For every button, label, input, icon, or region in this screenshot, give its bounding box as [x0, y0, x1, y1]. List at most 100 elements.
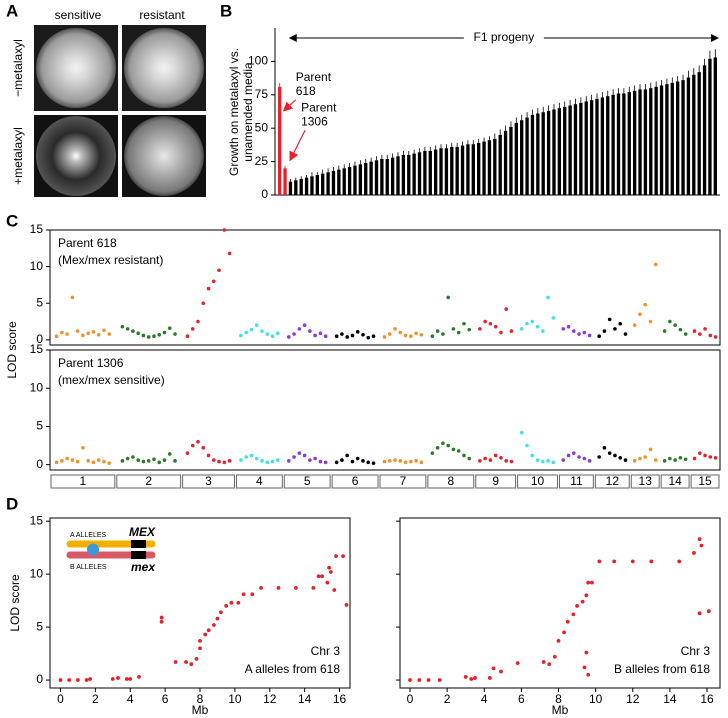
- bar: [541, 112, 545, 195]
- bar: [407, 154, 411, 195]
- column-label: sensitive: [55, 8, 102, 22]
- y-axis-title: LOD score: [8, 574, 22, 632]
- bar: [579, 102, 583, 195]
- x-tick-label: 16: [700, 692, 714, 706]
- x-tick-label: 4: [481, 692, 488, 706]
- point: [325, 580, 330, 585]
- point: [678, 455, 683, 460]
- point: [504, 307, 508, 311]
- point: [577, 332, 581, 336]
- point: [81, 446, 85, 450]
- point: [673, 458, 677, 462]
- point: [86, 331, 90, 336]
- point: [185, 334, 190, 339]
- point: [648, 447, 653, 452]
- bar: [358, 164, 363, 195]
- chromosome-label: 12: [606, 474, 620, 488]
- point: [224, 604, 229, 608]
- point: [173, 660, 178, 664]
- point: [276, 586, 281, 590]
- bar: [692, 74, 696, 195]
- point: [612, 559, 617, 564]
- point: [70, 295, 75, 300]
- point: [334, 554, 338, 559]
- point: [590, 580, 594, 585]
- y-axis-title: unamended media: [241, 62, 255, 162]
- bar: [525, 117, 529, 195]
- point: [582, 665, 587, 670]
- chromosome-box: [427, 474, 475, 489]
- point: [551, 316, 556, 320]
- chromosome-box: [594, 474, 630, 489]
- bar: [520, 120, 524, 195]
- point: [597, 559, 602, 564]
- point: [167, 452, 172, 456]
- bar: [487, 140, 492, 195]
- point: [152, 334, 156, 339]
- point: [571, 451, 576, 455]
- bar: [675, 81, 680, 195]
- point: [662, 329, 667, 333]
- point: [446, 295, 450, 300]
- bar: [412, 153, 416, 195]
- x-tick-label: 10: [589, 692, 603, 706]
- point: [265, 460, 270, 465]
- point: [382, 335, 387, 339]
- point: [587, 333, 592, 338]
- parent-label: Parent: [296, 70, 332, 84]
- point: [361, 332, 365, 337]
- bar: [498, 134, 502, 195]
- point: [478, 327, 482, 331]
- annotation: Parent 1306: [58, 356, 124, 370]
- point: [86, 459, 90, 463]
- point: [499, 330, 503, 335]
- point: [387, 459, 392, 463]
- point: [107, 332, 112, 336]
- point: [110, 677, 115, 681]
- point: [167, 326, 172, 330]
- bar: [423, 150, 427, 195]
- point: [302, 323, 307, 328]
- bar: [659, 85, 664, 195]
- point: [703, 453, 707, 458]
- point: [65, 332, 69, 336]
- point: [173, 459, 177, 463]
- bar: [611, 94, 615, 195]
- point: [141, 459, 146, 464]
- gene-block: [131, 540, 146, 548]
- chromosome-label: 6: [352, 474, 359, 488]
- point: [241, 592, 246, 597]
- point: [355, 456, 360, 461]
- x-tick-label: 2: [92, 692, 99, 706]
- point: [571, 612, 576, 617]
- point: [525, 321, 529, 326]
- point: [414, 459, 418, 463]
- point: [128, 677, 133, 681]
- point: [546, 295, 550, 300]
- point: [668, 456, 672, 461]
- point: [493, 324, 498, 329]
- point: [708, 455, 713, 459]
- point: [565, 619, 570, 624]
- bar: [310, 176, 314, 195]
- point: [683, 457, 688, 462]
- point: [519, 327, 524, 331]
- point: [602, 446, 607, 450]
- point: [196, 319, 200, 324]
- point: [239, 458, 243, 462]
- point: [467, 456, 472, 461]
- chromosome-box: [50, 474, 116, 489]
- plate: [124, 28, 204, 108]
- point: [515, 661, 520, 666]
- point: [190, 443, 195, 448]
- point: [597, 334, 601, 339]
- column-label: resistant: [139, 8, 185, 22]
- point: [469, 677, 474, 681]
- y-tick-label: 0: [36, 672, 43, 686]
- point: [499, 669, 503, 674]
- point: [211, 458, 216, 462]
- point: [649, 559, 654, 564]
- bar: [584, 101, 588, 195]
- bar: [552, 109, 556, 195]
- range-label: F1 progeny: [474, 30, 535, 44]
